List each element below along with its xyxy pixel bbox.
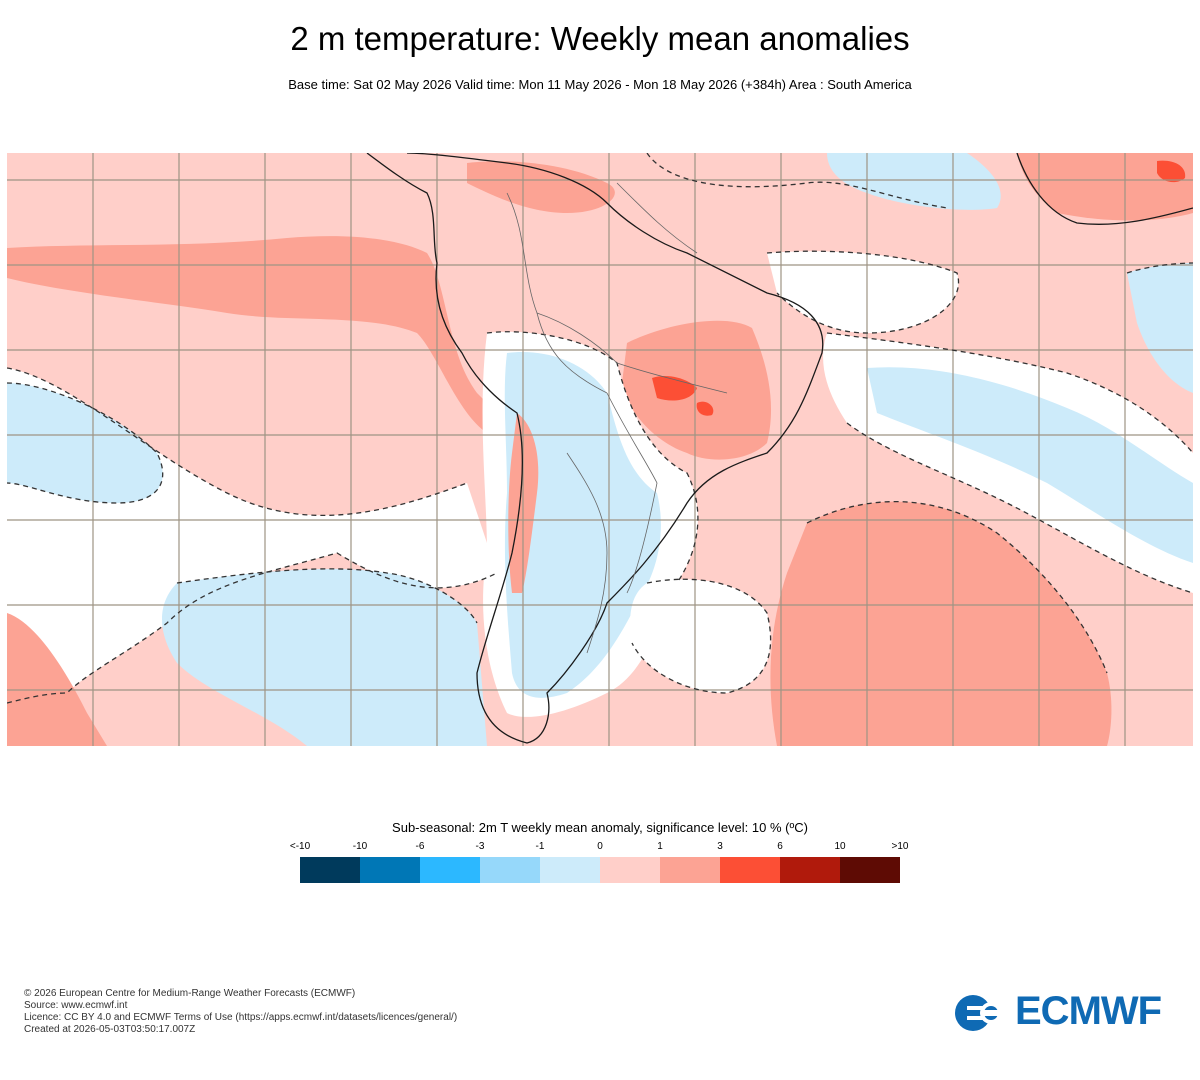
- legend-swatch: [720, 857, 780, 883]
- legend-swatch: [600, 857, 660, 883]
- warm-area-atlantic-south: [770, 501, 1112, 746]
- warm-area-pacific-southwest: [7, 613, 107, 746]
- ecmwf-logo: ECMWF: [953, 989, 1183, 1035]
- legend-tick-label: 3: [717, 841, 723, 852]
- legend-swatch: [840, 857, 900, 883]
- legend-swatch: [360, 857, 420, 883]
- legend-title: Sub-seasonal: 2m T weekly mean anomaly, …: [392, 820, 808, 835]
- neutral-area-atlantic-southwest: [630, 579, 771, 693]
- footer-source: Source: www.ecmwf.int: [24, 1000, 128, 1011]
- chart-subtitle: Base time: Sat 02 May 2026 Valid time: M…: [288, 77, 912, 92]
- chart-title: 2 m temperature: Weekly mean anomalies: [290, 20, 910, 57]
- legend-tick-label: 0: [597, 841, 603, 852]
- legend-swatch: [660, 857, 720, 883]
- cool-area-atlantic-north: [827, 153, 1001, 210]
- warm-band-pacific-north: [7, 236, 497, 433]
- warm-area-africa: [1017, 153, 1193, 221]
- coastline-africa: [1016, 153, 1193, 225]
- legend-swatch: [480, 857, 540, 883]
- cool-area-pacific-south: [162, 568, 487, 746]
- legend-swatch: [300, 857, 360, 883]
- legend-tick-label: 1: [657, 841, 663, 852]
- ecmwf-logo-icon: [955, 995, 1009, 1031]
- warm-area-brazil: [622, 320, 772, 460]
- cool-area-interior: [504, 352, 661, 698]
- legend-swatch: [540, 857, 600, 883]
- legend-tick-label: 6: [777, 841, 783, 852]
- neutral-band-atlantic-north: [767, 251, 959, 333]
- legend-tick-label: -3: [475, 841, 485, 852]
- legend-tick-label: -6: [415, 841, 425, 852]
- footer-licence: Licence: CC BY 4.0 and ECMWF Terms of Us…: [24, 1012, 458, 1023]
- legend-tick-labels: <-10 -10 -6 -3 -1 0 1 3 6 10 >10: [290, 841, 909, 855]
- legend-tick-label: -1: [535, 841, 545, 852]
- legend-tick-label: >10: [891, 841, 909, 852]
- country-borders: [506, 182, 728, 654]
- strong-warm-africa: [1157, 160, 1186, 183]
- grid-lines: [7, 153, 1193, 746]
- legend-tick-label: -10: [352, 841, 368, 852]
- cool-area-pacific-west: [7, 383, 163, 503]
- legend-swatch: [420, 857, 480, 883]
- legend-tick-label: 10: [834, 841, 846, 852]
- legend-swatch: [780, 857, 840, 883]
- legend-tick-label: <-10: [289, 841, 311, 852]
- warm-area-caribbean: [467, 161, 615, 213]
- significance-contours: [7, 153, 1193, 704]
- strong-warm-brazil-2: [696, 401, 714, 416]
- legend-color-bar: [300, 857, 900, 883]
- cool-area-atlantic-northeast: [1127, 263, 1193, 393]
- cool-band-atlantic-equator: [867, 367, 1193, 563]
- footer-created: Created at 2026-05-03T03:50:17.007Z: [24, 1024, 196, 1035]
- coastline-south-america: [366, 153, 824, 744]
- footer-credits: © 2026 European Centre for Medium-Range …: [24, 988, 457, 1036]
- footer-copyright: © 2026 European Centre for Medium-Range …: [24, 988, 356, 999]
- ecmwf-logo-text: ECMWF: [1015, 989, 1162, 1033]
- anomaly-map: [7, 153, 1193, 746]
